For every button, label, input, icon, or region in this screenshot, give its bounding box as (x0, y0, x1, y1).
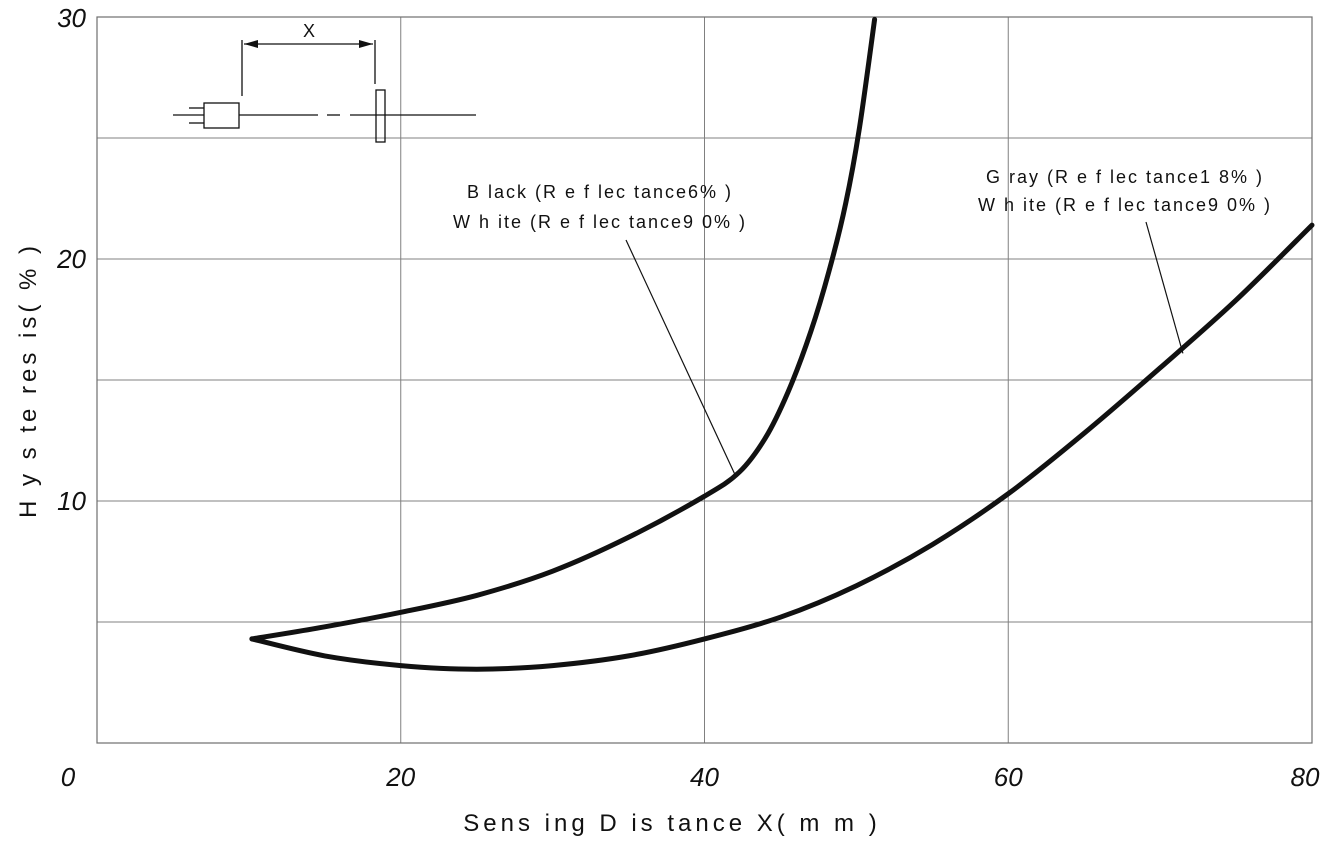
sensor-setup-diagram: X (173, 21, 476, 143)
y-tick-label: 30 (57, 3, 86, 33)
leader-line-gray (1145, 221, 1184, 354)
tick-labels: 0 20 40 60 80 10 20 30 (56, 3, 1320, 792)
annotation-black-line1: B lack (R e f lec tance6% ) (467, 182, 733, 202)
x-axis-label: Sens ing D is tance X( m m ) (463, 810, 880, 837)
leader-line-black (625, 239, 736, 475)
y-tick-label: 10 (57, 486, 86, 516)
curves (249, 16, 1315, 672)
dimension-arrow-left-icon (244, 40, 258, 48)
curve-black-white (249, 16, 878, 642)
dimension-arrow-right-icon (359, 40, 373, 48)
y-axis-label: H y s te res is( % ) (15, 242, 42, 518)
annotation-black-line2: W h ite (R e f lec tance9 0% ) (453, 212, 747, 232)
annotation-gray-line1: G ray (R e f lec tance1 8% ) (986, 167, 1264, 187)
curve-gray-white (249, 222, 1315, 672)
annotation-gray-line2: W h ite (R e f lec tance9 0% ) (978, 195, 1272, 215)
x-tick-label: 40 (690, 762, 719, 792)
x-tick-label: 0 (61, 762, 76, 792)
y-tick-label: 20 (56, 244, 86, 274)
annotation-leaders (625, 221, 1184, 475)
gridlines (97, 17, 1312, 743)
dimension-label: X (303, 21, 317, 41)
x-tick-label: 60 (994, 762, 1023, 792)
target-plate-icon (375, 89, 386, 143)
x-tick-label: 80 (1291, 762, 1320, 792)
plot-frame (96, 16, 1313, 744)
sensor-body-icon (203, 102, 240, 129)
x-tick-label: 20 (385, 762, 415, 792)
